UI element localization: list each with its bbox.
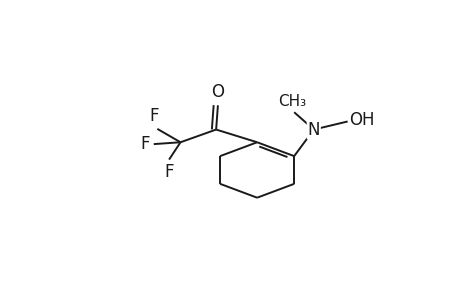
- Text: F: F: [164, 163, 174, 181]
- Text: O: O: [211, 83, 224, 101]
- Text: CH₃: CH₃: [278, 94, 306, 110]
- Text: N: N: [307, 121, 319, 139]
- Text: F: F: [140, 135, 149, 153]
- Text: OH: OH: [349, 111, 374, 129]
- Text: F: F: [149, 107, 159, 125]
